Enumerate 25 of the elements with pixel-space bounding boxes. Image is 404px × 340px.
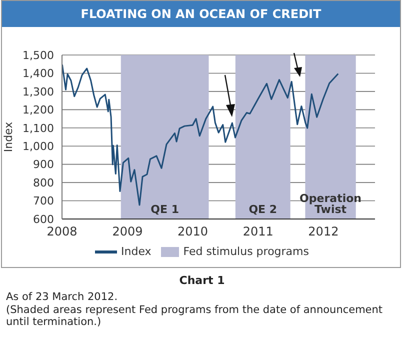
y-tick-label: 1,200 <box>22 104 54 117</box>
caption: Chart 1 <box>178 274 226 287</box>
x-tick-label: 2010 <box>178 224 208 239</box>
band-label: QE 2 <box>248 203 278 216</box>
y-axis-title: Index <box>2 121 15 152</box>
y-tick-label: 900 <box>33 158 54 172</box>
band-label: QE 1 <box>150 203 179 216</box>
chart-title: FLOATING ON AN OCEAN OF CREDIT <box>2 1 400 27</box>
y-tick-label: 600 <box>33 212 54 226</box>
y-tick-label: 700 <box>33 194 54 208</box>
y-tick-label: 1,500 <box>22 48 54 62</box>
x-tick-label: 2011 <box>242 224 274 239</box>
text: (Shaded areas represent Fed programs from the date of announcement until termination.) <box>6 304 384 328</box>
y-tick-label: 1,300 <box>22 85 54 98</box>
band-label: Operation Twist <box>300 192 362 216</box>
legend-label: Index <box>120 245 152 258</box>
text: As of 23 March 2012. <box>6 291 119 303</box>
x-tick-label: 2008 <box>46 224 78 239</box>
y-tick-label: 1,400 <box>22 67 54 80</box>
y-tick-label: 800 <box>33 176 54 190</box>
y-tick-label: 1,100 <box>22 122 54 135</box>
x-tick-label: 2009 <box>112 224 143 239</box>
text: Fed stimulus programs <box>182 245 309 258</box>
y-tick-label: 1,000 <box>22 140 54 154</box>
x-tick-label: 2012 <box>308 224 339 239</box>
